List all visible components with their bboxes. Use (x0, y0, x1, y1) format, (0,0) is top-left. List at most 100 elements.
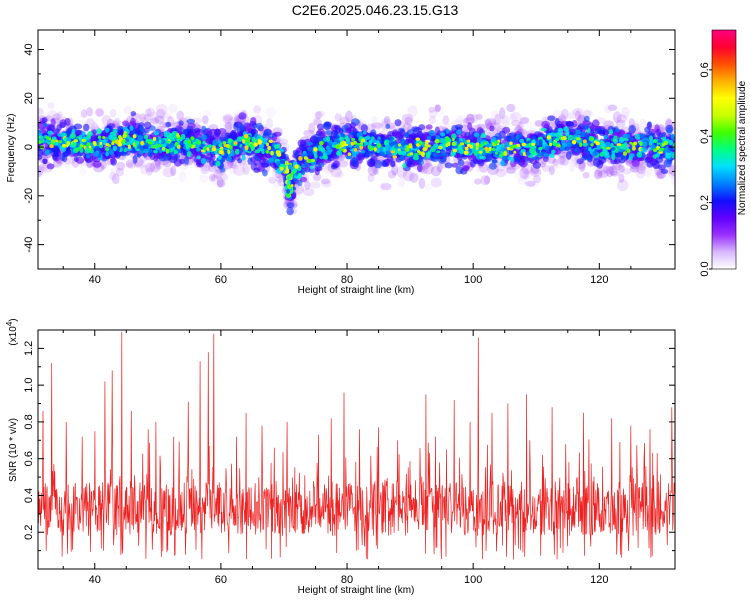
spectrogram-blob (47, 130, 53, 135)
spectrogram-blob (381, 159, 387, 167)
spectrogram-blob (155, 104, 168, 115)
spectrogram-blob (242, 138, 246, 144)
spectrogram-blob (330, 166, 342, 178)
spectrogram-blob (576, 137, 581, 141)
spectrogram-blob (532, 145, 537, 149)
spectrogram-blob (286, 207, 294, 216)
spectrogram-blob (337, 145, 341, 148)
spectrogram-blob (519, 159, 528, 168)
spectrogram-blob (500, 116, 509, 125)
spectrogram-blob (442, 115, 450, 125)
spectrogram-blob (538, 139, 543, 146)
spectrogram-blob (187, 139, 192, 145)
snr-line-path (38, 331, 675, 560)
spectrogram-blob (201, 115, 209, 125)
spectrogram-blob (161, 146, 166, 151)
spectrogram-blob (476, 137, 482, 144)
spectrogram-blob (646, 122, 652, 130)
snr-series-line (38, 331, 675, 560)
spectrogram-blob (386, 155, 394, 162)
snr-x-tick-label: 120 (590, 574, 608, 586)
spectrogram-blob (540, 127, 547, 132)
spectrogram-blob (412, 155, 420, 161)
spectrogram-blob (520, 118, 529, 127)
spectrogram-blob (58, 140, 63, 144)
spectrogram-blob (593, 169, 603, 180)
spectrogram-blob (467, 122, 473, 131)
spectrogram-blob (370, 116, 378, 123)
spectrogram-blob (268, 157, 275, 163)
spectrogram-blob (169, 133, 173, 138)
spectrogram-blob (86, 134, 91, 139)
spectrogram-blob (178, 120, 184, 126)
spectrogram-blob (105, 146, 109, 152)
spectrogram-blob (140, 140, 145, 146)
spectrogram-blob (237, 158, 243, 164)
spectrogram-blob (479, 155, 484, 160)
spectrogram-blob (228, 138, 232, 143)
spectrogram-blob (200, 158, 207, 165)
spectrogram-blob (425, 160, 433, 168)
spectrogram-blob (165, 149, 170, 154)
spectrogram-y-tick-label: 20 (23, 92, 35, 104)
spectrogram-blob (474, 132, 480, 138)
spectrogram-blob (193, 141, 197, 145)
spectrogram-blob (315, 166, 323, 172)
spectrogram-blob (581, 154, 588, 161)
spectrogram-blob (670, 175, 675, 186)
spectrogram-blob (563, 126, 569, 132)
spectrogram-blob (621, 143, 626, 147)
spectrogram-blob (409, 172, 419, 183)
spectrogram-blob (467, 139, 471, 143)
spectrogram-blob (478, 143, 484, 148)
spectrogram-blob (408, 133, 417, 140)
spectrogram-blob (143, 113, 152, 122)
spectrogram-blob (658, 147, 663, 152)
spectrogram-blob (557, 144, 561, 148)
spectrogram-blob (368, 139, 373, 144)
spectrogram-blob (321, 180, 332, 188)
spectrogram-blob (376, 143, 382, 148)
spectrogram-blob (222, 141, 227, 145)
spectrogram-y-label: Frequency (Hz) (6, 114, 17, 183)
spectrogram-blob (216, 179, 226, 188)
spectrogram-x-tick-label: 120 (590, 274, 608, 286)
spectrogram-blob (400, 138, 406, 144)
spectrogram-blob (383, 115, 391, 125)
spectrogram-blob (143, 121, 152, 130)
spectrogram-blob (550, 132, 556, 138)
spectrogram-blob (217, 155, 223, 160)
spectrogram-blob (351, 156, 358, 166)
spectrogram-blob (56, 124, 62, 131)
spectrogram-blob (95, 107, 104, 117)
spectrogram-blob (434, 104, 441, 113)
spectrogram-blob (86, 142, 91, 146)
spectrogram-blob (490, 110, 501, 120)
spectrogram-peak-spot (218, 149, 224, 155)
spectrogram-blob (265, 117, 274, 129)
spectrogram-blob (298, 156, 303, 161)
spectrogram-blob (499, 107, 506, 119)
spectrogram-blob (436, 162, 443, 173)
spectrogram-blob (197, 140, 202, 145)
spectrogram-blob (466, 144, 471, 147)
spectrogram-blob (575, 129, 581, 135)
spectrogram-blob (402, 163, 406, 169)
spectrogram-blob (464, 146, 469, 151)
spectrogram-x-tick-label: 60 (215, 274, 227, 286)
spectrogram-blob (484, 141, 488, 145)
spectrogram-blob (75, 156, 85, 164)
spectrogram-blob (409, 152, 414, 156)
spectrogram-blob (81, 138, 86, 143)
spectrogram-blob (389, 136, 394, 141)
spectrogram-blob (492, 116, 502, 126)
spectrogram-blob (334, 135, 340, 139)
spectrogram-blob (628, 124, 636, 134)
spectrogram-blob (558, 151, 569, 159)
spectrogram-blob (506, 103, 516, 113)
spectrogram-blob (589, 125, 598, 132)
spectrogram-blob (210, 175, 219, 181)
spectrogram-blob (253, 167, 260, 173)
spectrogram-blob (616, 114, 627, 123)
spectrogram-blob (64, 118, 71, 126)
